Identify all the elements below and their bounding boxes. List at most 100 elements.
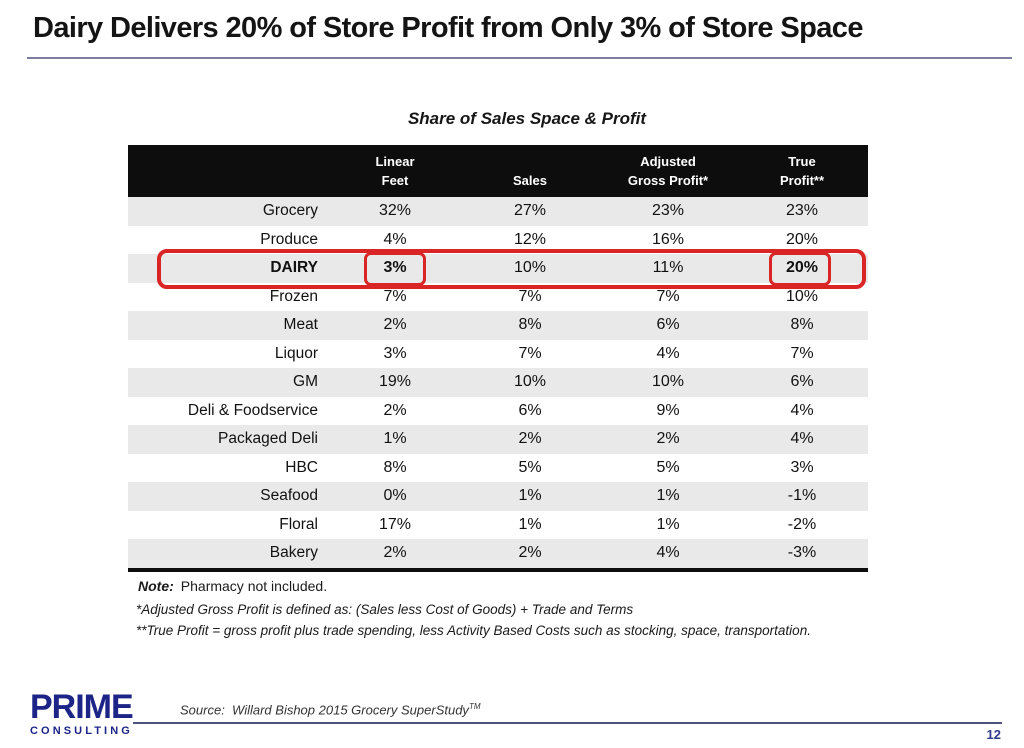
value-cell-true-profit: -2%: [787, 515, 817, 533]
header-line: Gross Profit*: [627, 173, 709, 189]
header-line: Feet: [381, 173, 409, 189]
table-row-dairy: DAIRY 3% 10% 11% 20%: [128, 254, 868, 283]
value-cell-sales: 1%: [518, 515, 542, 533]
category-cell: DAIRY: [270, 259, 318, 277]
table-row-hbc: HBC 8% 5% 5% 3%: [128, 454, 868, 483]
value-cell-true-profit: -1%: [787, 487, 817, 505]
table-row-meat: Meat 2% 8% 6% 8%: [128, 311, 868, 340]
value-cell-adjusted-gross-profit: 4%: [656, 344, 680, 362]
value-cell-sales: 12%: [513, 230, 547, 248]
slide-title: Dairy Delivers 20% of Store Profit from …: [33, 12, 863, 44]
value-cell-true-profit: 3%: [790, 458, 814, 476]
category-cell: Deli & Foodservice: [187, 401, 318, 419]
header-adjusted-gross-profit: Adjusted Gross Profit*: [600, 145, 736, 197]
footnote-true-profit: **True Profit = gross profit plus trade …: [136, 623, 811, 638]
header-line: True: [788, 154, 816, 170]
value-cell-true-profit: 4%: [790, 430, 814, 448]
value-cell-adjusted-gross-profit: 2%: [656, 430, 680, 448]
value-cell-sales: 7%: [518, 344, 542, 362]
value-cell-linear-feet: 2%: [383, 316, 407, 334]
table-row-seafood: Seafood 0% 1% 1% -1%: [128, 482, 868, 511]
header-line: Linear: [375, 154, 415, 170]
category-cell: Packaged Deli: [218, 430, 318, 448]
header-line: Profit**: [779, 173, 825, 189]
value-cell-true-profit: 23%: [785, 202, 819, 220]
value-cell-sales: 2%: [518, 430, 542, 448]
note: Note: Pharmacy not included.: [138, 578, 327, 594]
value-cell-true-profit: 20%: [785, 259, 819, 277]
table-row-gm: GM 19% 10% 10% 6%: [128, 368, 868, 397]
value-cell-adjusted-gross-profit: 4%: [656, 544, 680, 562]
value-cell-sales: 10%: [513, 373, 547, 391]
value-cell-linear-feet: 0%: [383, 487, 407, 505]
logo-consulting-text: CONSULTING: [30, 725, 133, 737]
value-cell-linear-feet: 3%: [383, 259, 407, 277]
table-row-packaged-deli: Packaged Deli 1% 2% 2% 4%: [128, 425, 868, 454]
category-cell: Produce: [260, 230, 318, 248]
value-cell-true-profit: 20%: [785, 230, 819, 248]
category-cell: Meat: [283, 316, 318, 334]
trademark-symbol: TM: [468, 702, 481, 711]
source-value: Willard Bishop 2015 Grocery SuperStudy: [232, 702, 469, 718]
page-number: 12: [986, 727, 1001, 742]
category-cell: Bakery: [269, 544, 318, 562]
header-line: Adjusted: [640, 154, 696, 170]
value-cell-true-profit: 8%: [790, 316, 814, 334]
value-cell-true-profit: 4%: [790, 401, 814, 419]
category-cell: Liquor: [274, 344, 318, 362]
value-cell-sales: 5%: [518, 458, 542, 476]
category-cell: HBC: [285, 458, 318, 476]
value-cell-adjusted-gross-profit: 5%: [656, 458, 680, 476]
value-cell-linear-feet: 32%: [378, 202, 412, 220]
table-header-row: Linear Feet Sales Adjusted Gross Profit*…: [128, 145, 868, 197]
logo-prime-text: PRIME: [30, 688, 134, 726]
value-cell-sales: 1%: [518, 487, 542, 505]
category-cell: Floral: [279, 515, 318, 533]
source-text: Source: Willard Bishop 2015 Grocery Supe…: [180, 702, 481, 717]
header-linear-feet: Linear Feet: [330, 145, 460, 197]
value-cell-adjusted-gross-profit: 7%: [656, 287, 680, 305]
table-row-liquor: Liquor 3% 7% 4% 7%: [128, 340, 868, 369]
source-label: Source:: [180, 702, 225, 718]
note-text: Pharmacy not included.: [180, 578, 328, 594]
value-cell-linear-feet: 8%: [383, 458, 407, 476]
value-cell-sales: 10%: [513, 259, 547, 277]
table-row-produce: Produce 4% 12% 16% 20%: [128, 226, 868, 255]
value-cell-sales: 7%: [518, 287, 542, 305]
value-cell-adjusted-gross-profit: 6%: [656, 316, 680, 334]
value-cell-sales: 27%: [513, 202, 547, 220]
category-cell: GM: [293, 373, 318, 391]
header-true-profit: True Profit**: [736, 145, 868, 197]
table-body: Grocery 32% 27% 23% 23% Produce 4% 12% 16% 20% DAI…: [128, 197, 868, 572]
share-of-sales-table: Linear Feet Sales Adjusted Gross Profit*…: [128, 145, 868, 572]
value-cell-true-profit: 6%: [790, 373, 814, 391]
value-cell-sales: 8%: [518, 316, 542, 334]
note-label: Note:: [138, 578, 174, 594]
value-cell-linear-feet: 19%: [378, 373, 412, 391]
header-sales: Sales: [460, 145, 600, 197]
value-cell-true-profit: -3%: [787, 544, 817, 562]
header-category: [128, 145, 330, 197]
value-cell-linear-feet: 3%: [383, 344, 407, 362]
value-cell-linear-feet: 1%: [383, 430, 407, 448]
table-title: Share of Sales Space & Profit: [407, 109, 647, 128]
table-row-deli-foodservice: Deli & Foodservice 2% 6% 9% 4%: [128, 397, 868, 426]
table-row-frozen: Frozen 7% 7% 7% 10%: [128, 283, 868, 312]
value-cell-adjusted-gross-profit: 11%: [652, 259, 684, 277]
title-underline: [27, 57, 1012, 59]
header-line: Sales: [513, 173, 547, 189]
table-row-floral: Floral 17% 1% 1% -2%: [128, 511, 868, 540]
category-cell: Seafood: [260, 487, 318, 505]
value-cell-sales: 6%: [518, 401, 542, 419]
value-cell-adjusted-gross-profit: 1%: [656, 515, 680, 533]
footnote-adjusted-gross-profit: *Adjusted Gross Profit is defined as: (S…: [136, 602, 634, 617]
value-cell-linear-feet: 2%: [383, 544, 407, 562]
category-cell: Frozen: [269, 287, 318, 305]
value-cell-linear-feet: 2%: [383, 401, 407, 419]
value-cell-adjusted-gross-profit: 1%: [656, 487, 680, 505]
value-cell-adjusted-gross-profit: 23%: [651, 202, 685, 220]
value-cell-true-profit: 10%: [785, 287, 819, 305]
category-cell: Grocery: [262, 202, 318, 220]
table-row-bakery: Bakery 2% 2% 4% -3%: [128, 539, 868, 568]
value-cell-true-profit: 7%: [790, 344, 814, 362]
